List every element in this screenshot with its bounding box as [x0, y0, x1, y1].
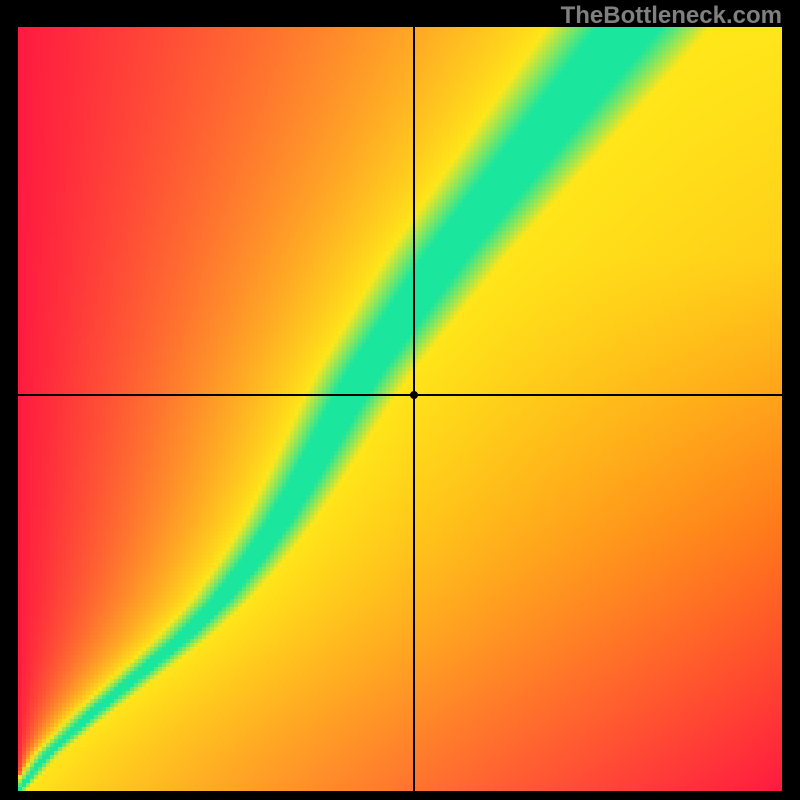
horizontal-axis-line: [18, 394, 782, 396]
watermark-text: TheBottleneck.com: [561, 2, 782, 30]
bottleneck-heatmap: [18, 27, 782, 791]
chart-container: TheBottleneck.com: [0, 0, 800, 800]
data-point: [410, 391, 418, 399]
vertical-axis-line: [413, 27, 415, 791]
